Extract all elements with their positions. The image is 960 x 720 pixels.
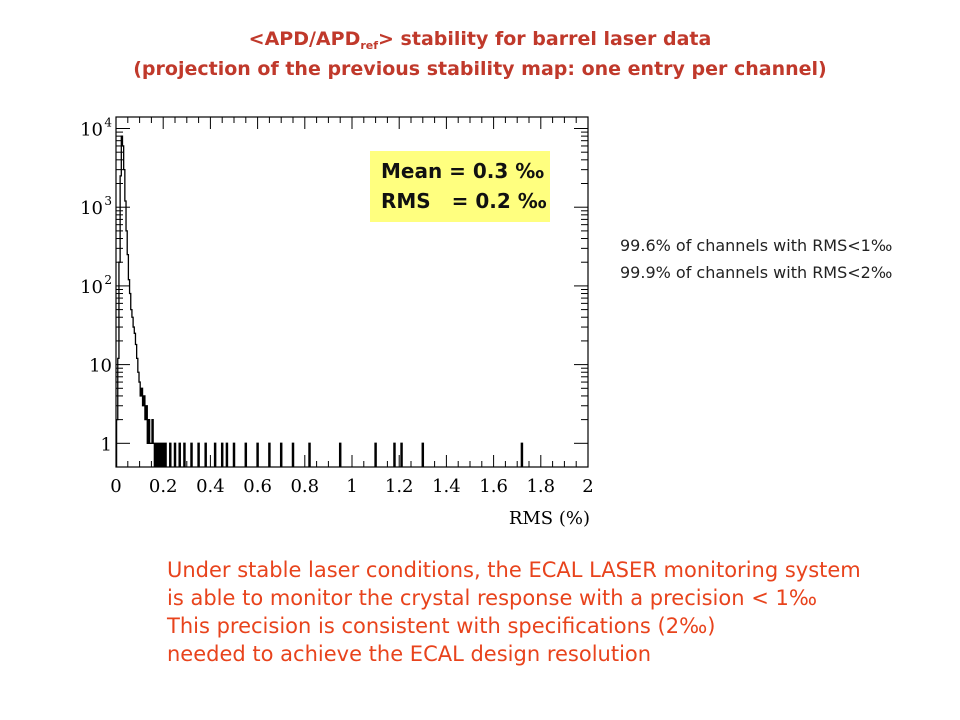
conclusion-line-1: Under stable laser conditions, the ECAL …: [167, 558, 861, 582]
side-notes: 99.6% of channels with RMS<1‰ 99.9% of c…: [620, 232, 892, 286]
y-tick-exponent: 3: [104, 194, 112, 208]
y-tick-label: 1: [101, 434, 112, 455]
x-tick-label: 0: [110, 476, 121, 497]
x-tick-label: 0.8: [290, 476, 319, 497]
x-tick-label: 0.4: [196, 476, 225, 497]
title-prefix: <APD/APD: [248, 28, 361, 50]
x-tick-label: 1.4: [432, 476, 461, 497]
y-tick-label: 10: [80, 120, 103, 141]
side-note-1: 99.6% of channels with RMS<1‰: [620, 236, 893, 255]
chart-title-line1: <APD/APDref> stability for barrel laser …: [0, 26, 960, 52]
x-tick-label: 1.6: [479, 476, 508, 497]
stats-mean: Mean = 0.3 ‰: [381, 159, 545, 183]
title-subscript: ref: [360, 39, 379, 52]
x-tick-label: 1.8: [526, 476, 555, 497]
y-tick-exponent: 2: [104, 273, 112, 287]
stats-rms: RMS = 0.2 ‰: [381, 189, 547, 213]
y-tick-label: 10: [80, 198, 103, 219]
x-tick-label: 0.2: [149, 476, 178, 497]
chart-title-line2: (projection of the previous stability ma…: [133, 58, 827, 80]
stats-box: Mean = 0.3 ‰ RMS = 0.2 ‰: [370, 151, 550, 222]
conclusion-line-2: is able to monitor the crystal response …: [167, 586, 818, 610]
x-tick-label: 2: [582, 476, 593, 497]
y-tick-exponent: 4: [104, 116, 112, 130]
conclusion-line-4: needed to achieve the ECAL design resolu…: [167, 642, 652, 666]
y-tick-label: 10: [80, 277, 103, 298]
side-note-2: 99.9% of channels with RMS<2‰: [620, 263, 893, 282]
y-tick-label: 10: [89, 356, 112, 377]
x-tick-label: 1: [346, 476, 357, 497]
histogram-series: [115, 135, 524, 467]
x-axis-label: RMS (%): [509, 508, 590, 529]
x-tick-label: 0.6: [243, 476, 272, 497]
conclusion-text: Under stable laser conditions, the ECAL …: [167, 556, 861, 668]
title-suffix: > stability for barrel laser data: [378, 28, 712, 50]
conclusion-line-3: This precision is consistent with specif…: [167, 614, 716, 638]
x-tick-label: 1.2: [385, 476, 414, 497]
